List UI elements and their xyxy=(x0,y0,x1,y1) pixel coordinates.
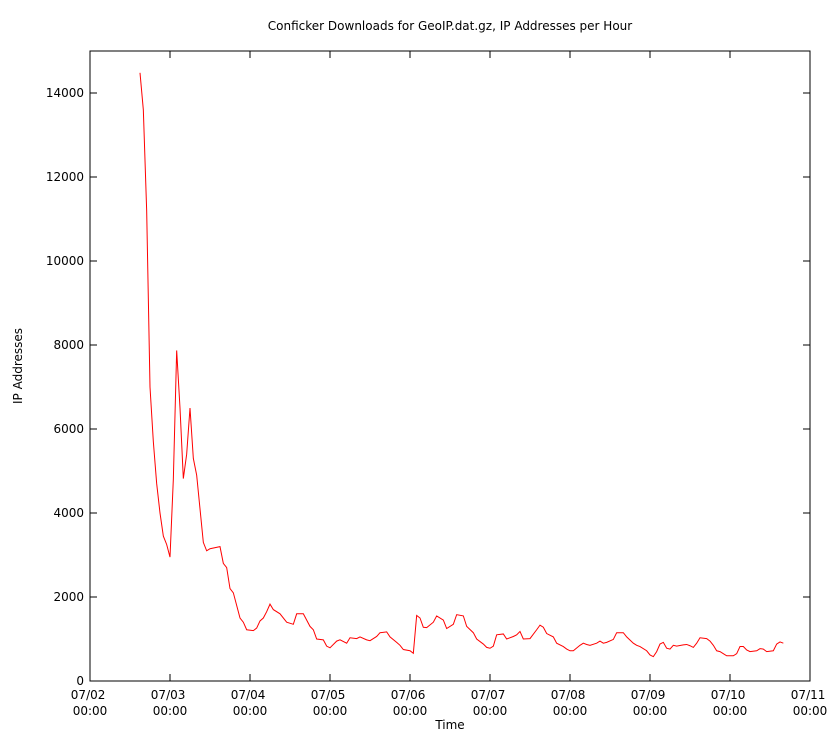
x-tick-label: 07/09 00:00 xyxy=(631,688,669,718)
x-tick-label: 07/11 00:00 xyxy=(791,688,829,718)
x-tick-label: 07/06 00:00 xyxy=(391,688,429,718)
y-tick-label: 6000 xyxy=(53,422,84,436)
x-tick-label: 07/10 00:00 xyxy=(711,688,749,718)
plot-frame xyxy=(89,50,811,682)
x-tick-label: 07/07 00:00 xyxy=(471,688,509,718)
y-tick-label: 8000 xyxy=(53,338,84,352)
x-axis-label: Time xyxy=(434,718,464,732)
x-tick-label: 07/05 00:00 xyxy=(311,688,349,718)
y-tick-label: 14000 xyxy=(46,86,84,100)
y-tick-label: 0 xyxy=(76,674,84,688)
data-line xyxy=(139,72,784,658)
y-tick-label: 12000 xyxy=(46,170,84,184)
x-tick-label: 07/08 00:00 xyxy=(551,688,589,718)
chart-title: Conficker Downloads for GeoIP.dat.gz, IP… xyxy=(268,19,632,33)
y-tick-label: 4000 xyxy=(53,506,84,520)
y-tick-label: 2000 xyxy=(53,590,84,604)
y-axis-label: IP Addresses xyxy=(11,328,25,404)
x-tick-label: 07/04 00:00 xyxy=(231,688,269,718)
y-tick-label: 10000 xyxy=(46,254,84,268)
x-tick-label: 07/02 00:00 xyxy=(71,688,109,718)
x-tick-label: 07/03 00:00 xyxy=(151,688,189,718)
